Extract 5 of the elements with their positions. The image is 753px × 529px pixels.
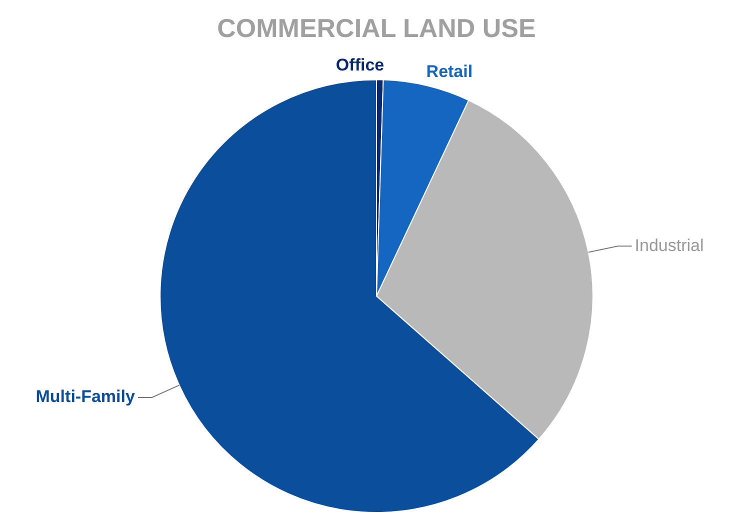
chart-title: COMMERCIAL LAND USE (217, 12, 536, 43)
slice-label: Retail (426, 62, 473, 81)
slice-label: Office (336, 55, 384, 74)
slice-label: Industrial (634, 236, 704, 255)
slice-label: Multi-Family (36, 387, 136, 406)
